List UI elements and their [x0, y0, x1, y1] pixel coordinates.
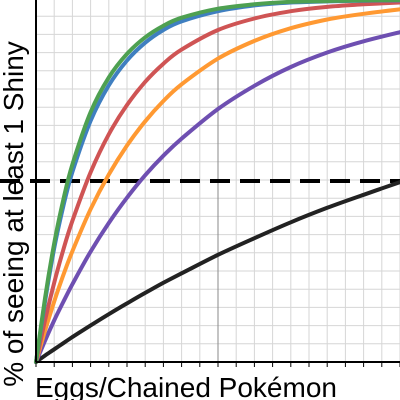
series-layer	[34, 0, 400, 364]
series-line-3	[34, 7, 400, 364]
series-line-2	[34, 30, 400, 364]
series-line-4	[34, 0, 400, 364]
series-line-1	[34, 180, 400, 364]
x-axis-label: Eggs/Chained Pokémon	[35, 372, 337, 400]
y-axis-label: % of seeing at least 1 Shiny	[0, 41, 29, 387]
series-line-6	[34, 0, 400, 364]
x-axis-ticks	[35, 362, 400, 367]
